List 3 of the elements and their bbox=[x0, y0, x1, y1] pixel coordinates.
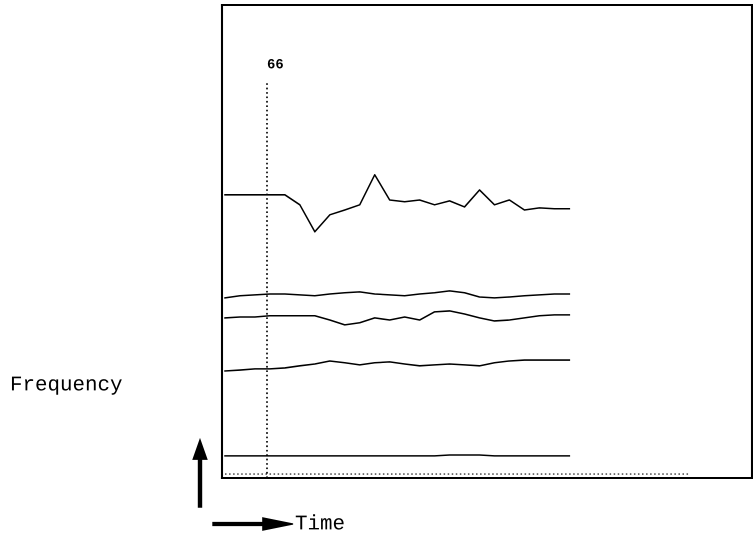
y-axis-title: Frequency bbox=[12, 376, 122, 395]
text: 66 bbox=[268, 59, 283, 68]
x-axis-title: Time bbox=[296, 514, 344, 530]
